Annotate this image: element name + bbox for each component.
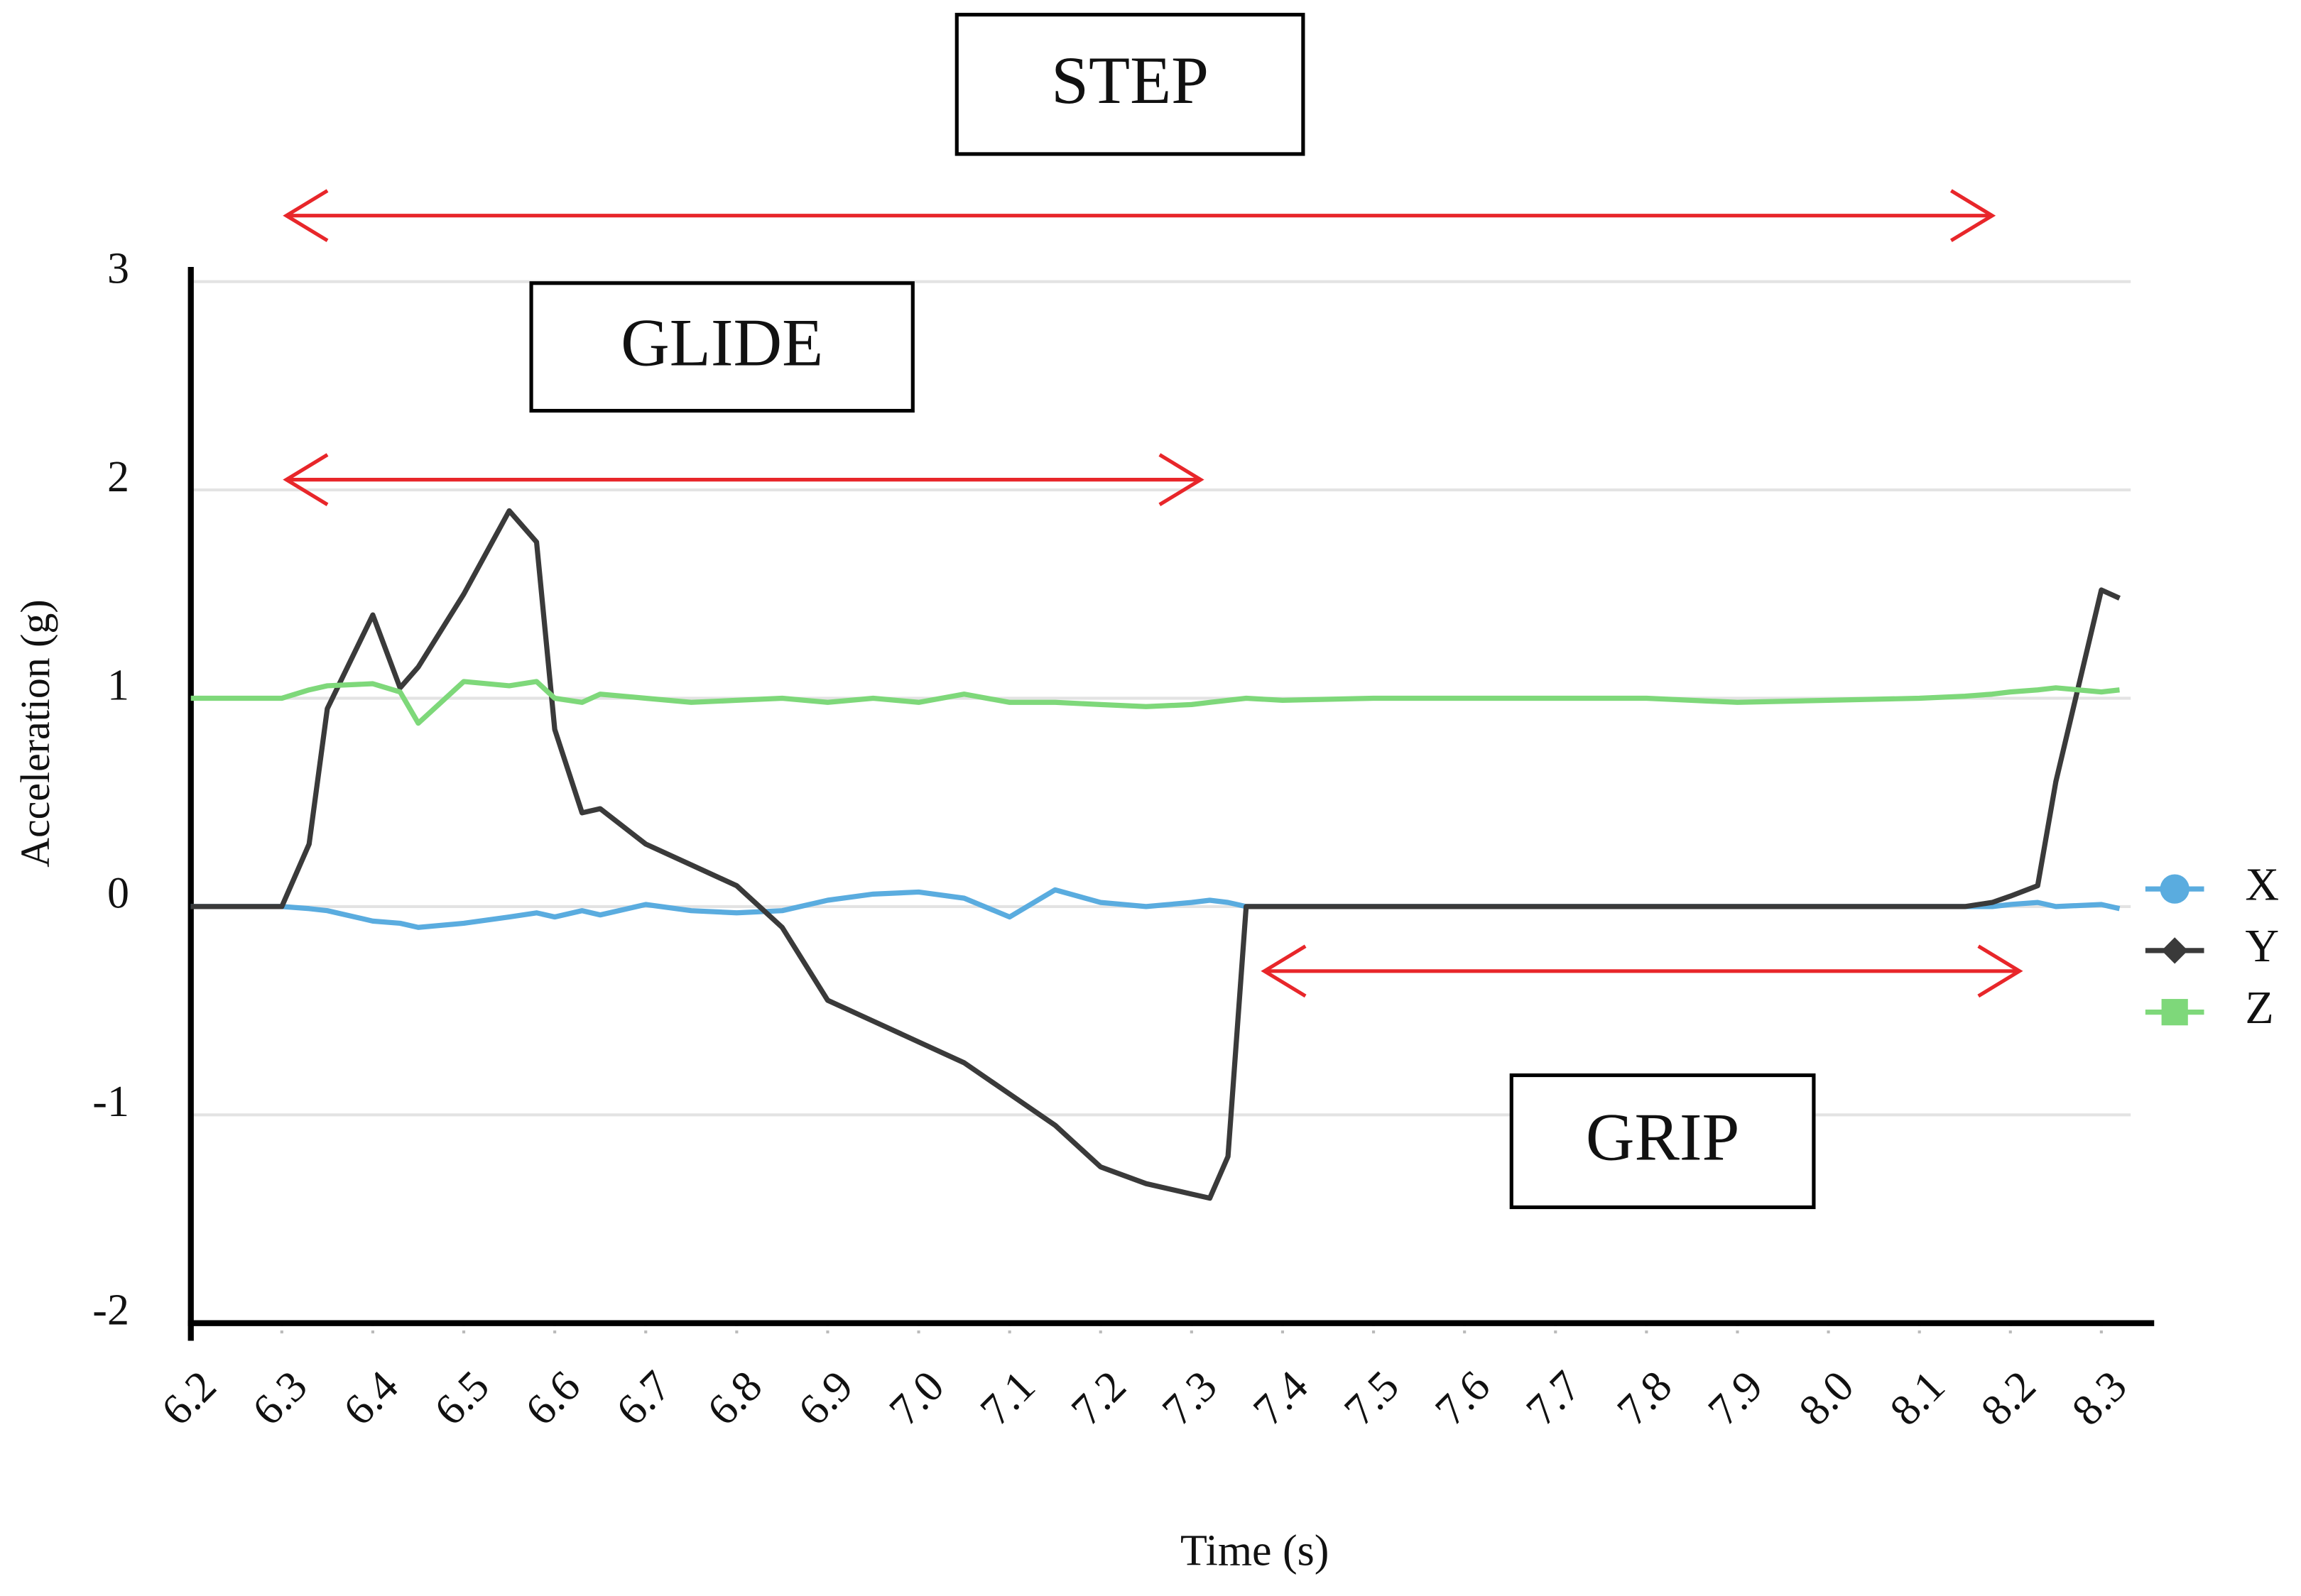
y-tick-label: -2 <box>92 1286 129 1335</box>
arrow-head <box>1261 944 1307 998</box>
x-axis-title: Time (s) <box>1180 1526 1329 1575</box>
series-line <box>190 679 2120 726</box>
x-tick-label: 6.4 <box>334 1362 408 1435</box>
y-tick-label: 1 <box>107 661 129 709</box>
annotation-box <box>1509 1073 1816 1210</box>
arrow-head <box>283 189 329 243</box>
x-tick-label: 8.0 <box>1790 1362 1864 1435</box>
x-tick-label: 6.2 <box>153 1362 226 1435</box>
x-tick-label: 8.3 <box>2063 1362 2136 1435</box>
legend-marker <box>2161 999 2188 1026</box>
x-tick-label: 7.4 <box>1244 1362 1317 1435</box>
annotation-box <box>529 281 915 413</box>
x-tick-label: 8.2 <box>1972 1362 2045 1435</box>
x-tick-label: 6.5 <box>425 1362 499 1435</box>
y-tick-label: -1 <box>92 1078 129 1126</box>
legend-marker <box>2161 937 2188 964</box>
x-tick-label: 7.5 <box>1335 1362 1408 1435</box>
y-axis-title: Acceleration (g) <box>12 599 58 867</box>
x-tick-label: 6.3 <box>244 1362 317 1435</box>
x-tick-label: 6.6 <box>516 1362 589 1435</box>
legend-label: Z <box>2245 982 2273 1034</box>
arrow-head <box>1949 189 1996 243</box>
x-tick-label: 6.8 <box>698 1362 771 1435</box>
x-tick-label: 7.1 <box>972 1362 1045 1435</box>
legend-label: Y <box>2245 920 2279 972</box>
x-tick-label: 7.3 <box>1153 1362 1226 1435</box>
x-tick-label: 6.9 <box>789 1362 862 1435</box>
x-tick-label: 8.1 <box>1881 1362 1954 1435</box>
series-line <box>190 508 2121 1201</box>
annotation-box <box>954 13 1305 156</box>
arrow-head <box>1158 453 1204 506</box>
x-tick-label: 7.0 <box>881 1362 954 1435</box>
y-tick-label: 3 <box>107 245 129 293</box>
legend-marker <box>2160 874 2190 904</box>
legend-label: X <box>2245 858 2279 910</box>
x-tick-label: 7.6 <box>1426 1362 1499 1435</box>
x-tick-label: 7.8 <box>1608 1362 1681 1435</box>
annotation-label: STEP <box>1051 43 1209 118</box>
annotation-label: GLIDE <box>621 305 823 381</box>
annotation-label: GRIP <box>1586 1099 1740 1174</box>
y-tick-label: 2 <box>107 453 129 501</box>
arrow-head <box>1977 944 2023 998</box>
x-tick-label: 7.9 <box>1699 1362 1772 1435</box>
x-tick-label: 6.7 <box>607 1362 680 1435</box>
arrow-head <box>283 453 329 506</box>
x-tick-label: 7.2 <box>1062 1362 1136 1435</box>
y-tick-label: 0 <box>107 870 129 918</box>
x-tick-label: 7.7 <box>1517 1362 1590 1435</box>
